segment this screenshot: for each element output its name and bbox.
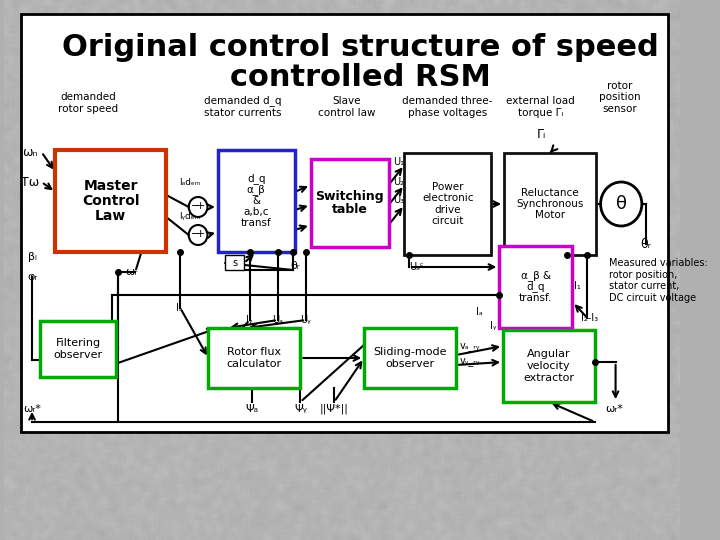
Text: θᵣ: θᵣ (640, 238, 651, 251)
Text: a,b,c: a,b,c (243, 207, 269, 217)
Text: calculator: calculator (227, 359, 282, 369)
Text: Angular: Angular (527, 349, 571, 359)
Text: vᵧ_ᵣᵧ: vᵧ_ᵣᵧ (460, 356, 480, 366)
Bar (225, 255, 244, 270)
Text: Rotor flux: Rotor flux (228, 347, 282, 357)
Text: θ: θ (616, 195, 626, 213)
Text: Control: Control (82, 194, 140, 208)
Text: Law: Law (95, 209, 127, 223)
Text: ωᵣ*: ωᵣ* (606, 404, 624, 414)
Text: d_q: d_q (526, 281, 545, 293)
Text: demanded d_q
stator currents: demanded d_q stator currents (204, 96, 282, 118)
Text: Uᵧ: Uᵧ (300, 315, 311, 325)
Text: demanded
rotor speed: demanded rotor speed (58, 92, 118, 114)
Text: Measured variables:
rotor position,
stator current,
DC circuit voltage: Measured variables: rotor position, stat… (609, 258, 708, 303)
Bar (55, 150, 166, 252)
Bar (364, 328, 456, 388)
Text: Iₐ: Iₐ (476, 307, 483, 317)
Text: Synchronous: Synchronous (516, 199, 584, 209)
Text: Uₐᶜ: Uₐᶜ (409, 262, 423, 272)
Text: I₁: I₁ (574, 281, 580, 291)
Text: U₃: U₃ (393, 195, 405, 205)
Text: βₗ: βₗ (27, 252, 37, 262)
Text: velocity: velocity (527, 361, 571, 371)
Text: Iₐ: Iₐ (176, 303, 183, 313)
Text: drive: drive (434, 205, 461, 214)
Text: transf: transf (241, 219, 271, 228)
Text: U₁: U₁ (393, 157, 404, 167)
Bar (405, 153, 491, 255)
Text: +: + (197, 201, 206, 211)
Text: Ψᵧ: Ψᵧ (294, 404, 307, 414)
Text: Sliding-mode: Sliding-mode (374, 347, 447, 357)
Text: demanded three-
phase voltages: demanded three- phase voltages (402, 97, 492, 118)
Text: α_β: α_β (247, 184, 266, 195)
Text: Power: Power (432, 182, 464, 192)
Bar (217, 150, 294, 252)
Text: table: table (332, 203, 367, 216)
Text: φᵣ: φᵣ (27, 272, 37, 282)
Text: Reluctance: Reluctance (521, 188, 579, 198)
Bar (208, 328, 300, 388)
Text: observer: observer (53, 350, 102, 360)
Text: ||Ψ*||: ||Ψ*|| (320, 404, 348, 414)
Text: −: − (191, 229, 200, 239)
Text: vₐ_ᵣᵧ: vₐ_ᵣᵧ (460, 341, 480, 351)
Text: Γₗ: Γₗ (537, 127, 546, 140)
Text: I₂-I₃: I₂-I₃ (581, 313, 598, 323)
Text: +: + (197, 229, 206, 239)
Text: transf.: transf. (519, 293, 552, 303)
Text: electronic: electronic (422, 193, 473, 204)
Text: θᵣ: θᵣ (290, 261, 300, 271)
Text: U₂: U₂ (393, 177, 404, 187)
Text: Uₐ: Uₐ (272, 315, 283, 325)
Text: s: s (232, 258, 237, 268)
Text: Master: Master (84, 179, 138, 193)
Text: Tω: Tω (21, 176, 40, 188)
Text: Original control structure of speed: Original control structure of speed (62, 33, 659, 63)
Text: Slave
control law: Slave control law (318, 97, 375, 118)
Text: Motor: Motor (535, 210, 565, 220)
Text: ωᵣ: ωᵣ (125, 267, 138, 277)
Text: observer: observer (385, 359, 435, 369)
Text: &: & (252, 196, 261, 206)
Text: Iᵧ: Iᵧ (246, 315, 253, 325)
Text: extractor: extractor (523, 373, 575, 383)
Text: Iᵧ: Iᵧ (490, 321, 497, 331)
Bar (503, 330, 595, 402)
Bar (499, 246, 572, 328)
Text: external load
torque Γₗ: external load torque Γₗ (506, 97, 575, 118)
Text: controlled RSM: controlled RSM (230, 64, 491, 92)
Bar (40, 321, 117, 377)
Text: Ψₐ: Ψₐ (245, 404, 258, 414)
Text: Switching: Switching (315, 190, 384, 202)
Bar (310, 159, 389, 247)
Text: circuit: circuit (431, 216, 464, 226)
Text: Iₐdₑₘ: Iₐdₑₘ (179, 178, 200, 187)
Text: −: − (191, 201, 200, 211)
Text: ωᵣ*: ωᵣ* (23, 404, 41, 414)
Text: α_β &: α_β & (521, 271, 551, 281)
Bar (21, 14, 668, 432)
Text: d_q: d_q (247, 173, 266, 184)
Text: rotor
position
sensor: rotor position sensor (598, 81, 640, 114)
Text: Iᵧdₑₘ: Iᵧdₑₘ (179, 212, 200, 221)
Text: Filtering: Filtering (55, 338, 101, 348)
Bar (504, 153, 596, 255)
Text: ωₙ: ωₙ (22, 145, 38, 159)
